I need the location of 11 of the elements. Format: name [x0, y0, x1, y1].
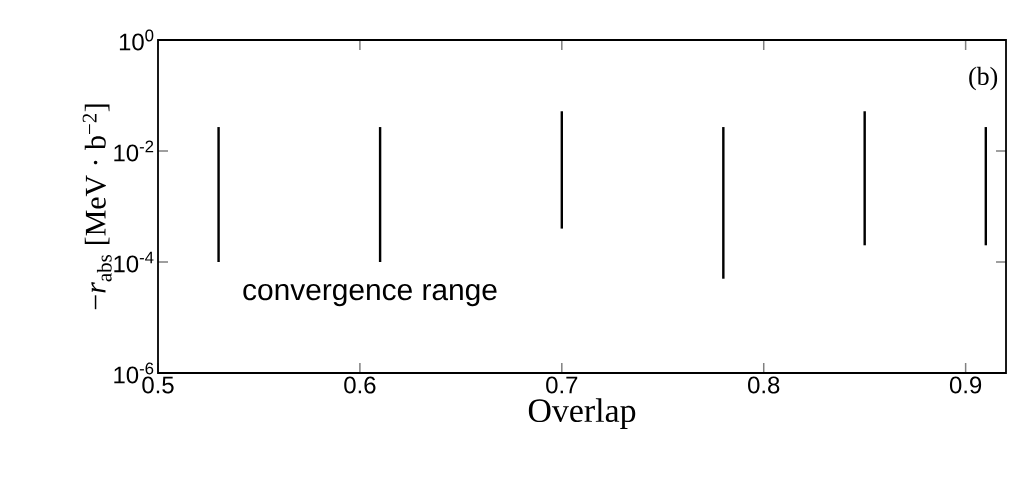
- y-tick-label: 10$^{0}$: [119, 29, 154, 51]
- annotation: convergence range: [243, 283, 497, 307]
- x-axis-title: Overlap: [528, 398, 636, 430]
- x-tick-label: 0.7: [546, 376, 578, 394]
- y-tick-label: 10$^{-4}$: [114, 251, 154, 273]
- y-axis-title: −r$_{abs}$ [MeV · b$^{−2}$]: [82, 104, 112, 310]
- y-tick-label: 10$^{-2}$: [114, 140, 154, 162]
- x-tick-label: 0.8: [748, 376, 780, 394]
- x-tick-label: 0.9: [949, 376, 982, 394]
- annotation: (b): [969, 66, 998, 91]
- x-tick-label: 0.6: [344, 376, 376, 394]
